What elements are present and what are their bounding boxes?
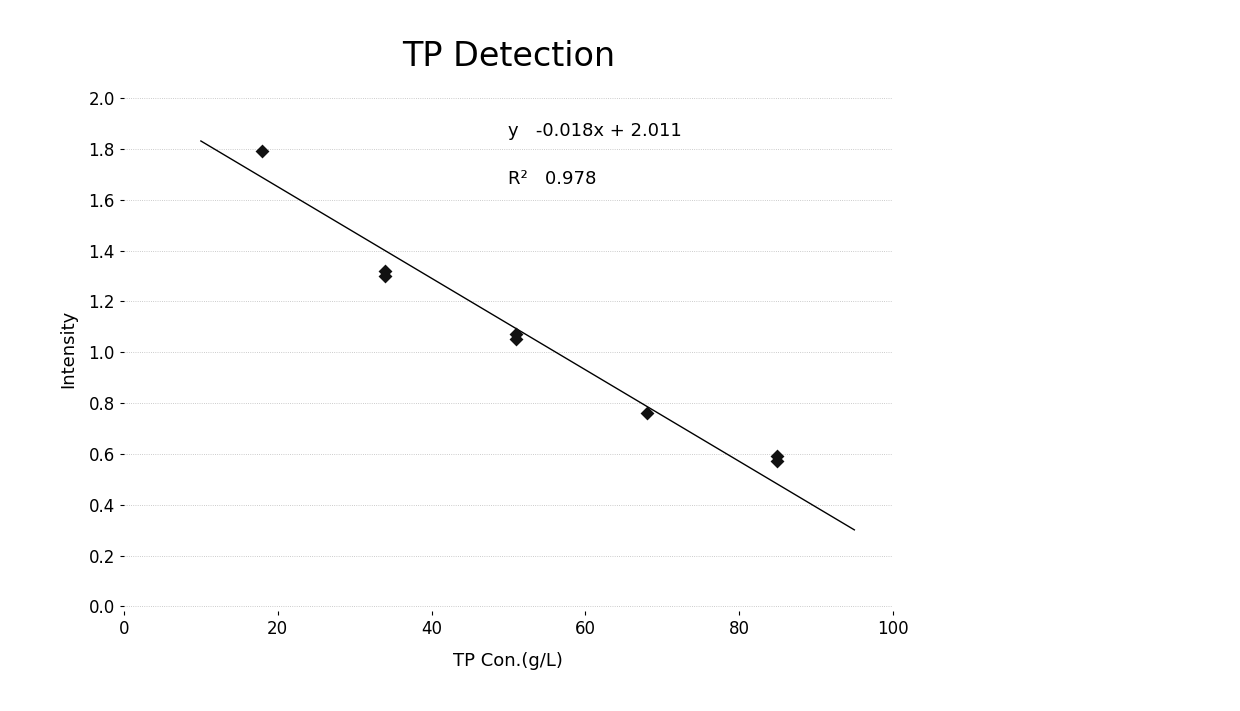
X-axis label: TP Con.(g/L): TP Con.(g/L): [454, 653, 563, 670]
Point: [376, 270, 396, 282]
Point: [506, 328, 526, 340]
Y-axis label: Intensity: Intensity: [60, 309, 77, 387]
Point: [253, 146, 273, 157]
Title: TP Detection: TP Detection: [402, 40, 615, 73]
Point: [768, 456, 787, 467]
Point: [637, 407, 657, 419]
Point: [376, 265, 396, 277]
Point: [768, 451, 787, 462]
Text: y   -0.018x + 2.011: y -0.018x + 2.011: [508, 122, 682, 140]
Text: R²   0.978: R² 0.978: [508, 169, 596, 188]
Point: [506, 333, 526, 345]
